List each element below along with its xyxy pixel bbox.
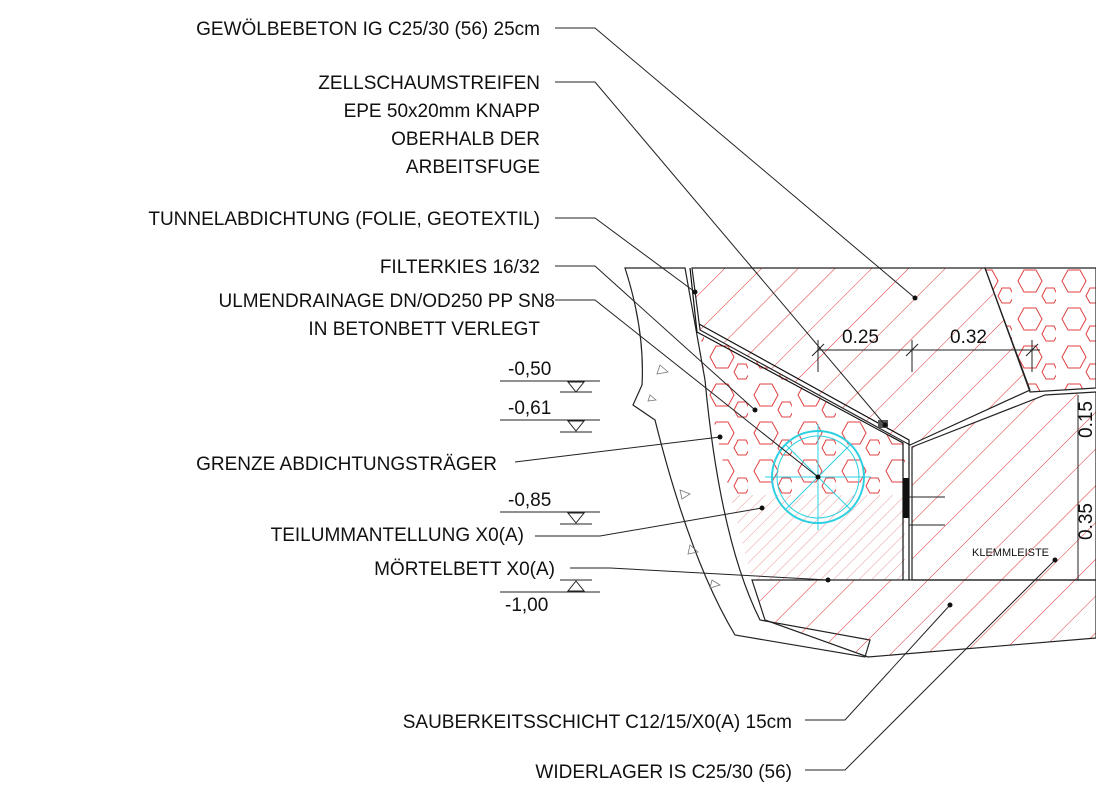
clamp-bar bbox=[903, 478, 909, 518]
label: IN BETONBETT VERLEGT bbox=[308, 319, 540, 340]
dimension-label: 0.32 bbox=[950, 327, 987, 348]
dimension-label: 0.25 bbox=[842, 327, 879, 348]
label: OBERHALB DER bbox=[391, 129, 540, 150]
dimension-label: 0.15 bbox=[1076, 401, 1096, 438]
level-label: -0,61 bbox=[508, 398, 551, 419]
label: FILTERKIES 16/32 bbox=[380, 257, 540, 278]
mortar-bed bbox=[738, 525, 905, 580]
label: WIDERLAGER IS C25/30 (56) bbox=[535, 762, 792, 783]
level-label: -1,00 bbox=[505, 595, 548, 616]
label: GEWÖLBEBETON IG C25/30 (56) 25cm bbox=[196, 19, 540, 40]
label: TUNNELABDICHTUNG (FOLIE, GEOTEXTIL) bbox=[148, 209, 540, 230]
label: TEILUMMANTELLUNG X0(A) bbox=[271, 525, 524, 546]
note: KLEMMLEISTE bbox=[972, 547, 1049, 559]
level-label: -0,50 bbox=[508, 359, 551, 380]
label: MÖRTELBETT X0(A) bbox=[374, 559, 555, 580]
label: ULMENDRAINAGE DN/OD250 PP SN8 bbox=[219, 291, 555, 312]
label: SAUBERKEITSSCHICHT C12/15/X0(A) 15cm bbox=[403, 712, 792, 733]
dimension-label: 0.35 bbox=[1076, 503, 1096, 540]
label: ZELLSCHAUMSTREIFEN bbox=[318, 73, 540, 94]
level-label: -0,85 bbox=[508, 490, 551, 511]
drawing: GEWÖLBEBETON IG C25/30 (56) 25cm ZELLSCH… bbox=[0, 0, 1096, 796]
label: EPE 50x20mm KNAPP bbox=[344, 101, 540, 122]
label: GRENZE ABDICHTUNGSTRÄGER bbox=[196, 454, 497, 475]
label: ARBEITSFUGE bbox=[406, 157, 540, 178]
